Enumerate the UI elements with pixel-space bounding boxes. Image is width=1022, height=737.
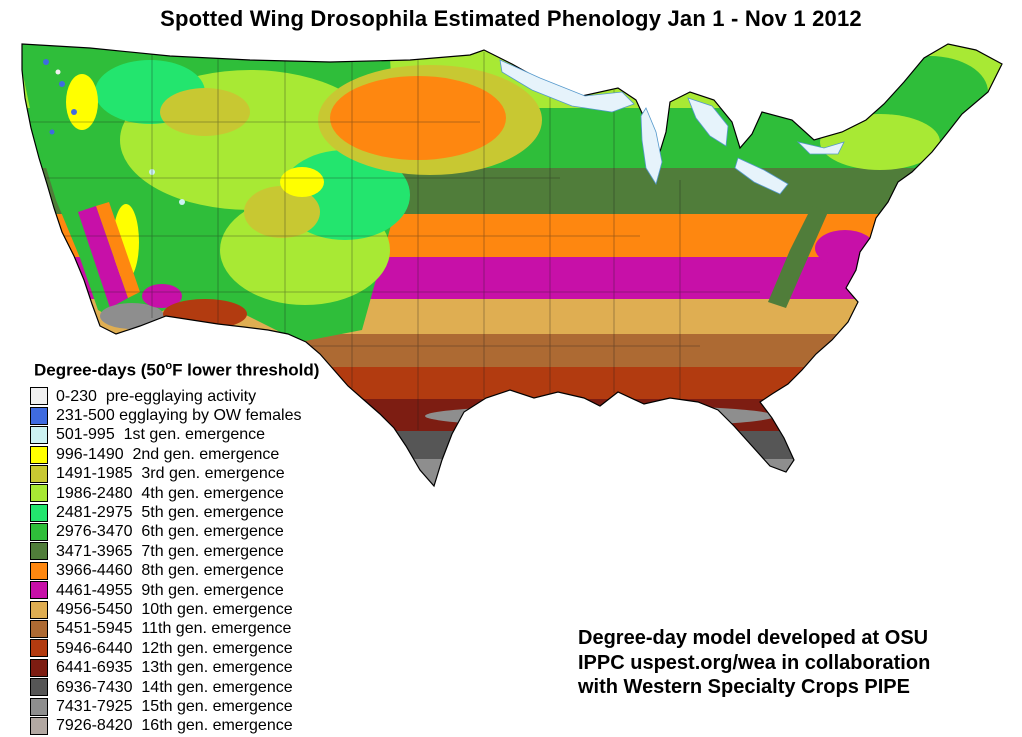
legend-label: 3966-4460 8th gen. emergence	[56, 562, 284, 580]
legend-item: 6441-6935 13th gen. emergence	[30, 658, 319, 677]
legend-item: 5451-5945 11th gen. emergence	[30, 619, 319, 639]
california-magenta-streak	[78, 206, 128, 308]
rockies-yellow-patch	[280, 167, 324, 197]
chesapeake-magenta-patch	[815, 230, 875, 266]
legend-item: 2481-2975 5th gen. emergence	[30, 503, 319, 522]
legend-swatch	[30, 620, 48, 639]
legend-label: 7431-7925 15th gen. emergence	[56, 697, 293, 715]
great-lakes	[499, 59, 845, 195]
west-olive-patch	[160, 88, 250, 136]
lake-michigan-icon	[640, 107, 663, 185]
pnw-blue-speckle	[59, 81, 65, 87]
legend-swatch	[30, 658, 48, 677]
legend-swatch	[30, 600, 48, 619]
legend-heading-prefix: Degree-days (50	[34, 360, 166, 380]
pnw-blue-speckle	[71, 109, 77, 115]
legend-swatch	[30, 387, 48, 406]
legend-swatch	[30, 581, 48, 600]
legend-label: 4956-5450 10th gen. emergence	[56, 600, 293, 618]
legend-item: 6936-7430 14th gen. emergence	[30, 678, 319, 697]
legend-label: 7926-8420 16th gen. emergence	[56, 717, 293, 735]
credit-line: IPPC uspest.org/wea in collaboration	[578, 651, 931, 674]
legend-swatch	[30, 464, 48, 483]
california-orange-streak	[96, 202, 140, 298]
legend-item: 4956-5450 10th gen. emergence	[30, 600, 319, 619]
nevada-cyan-speckle	[149, 169, 155, 175]
rockies-yellow-patch	[66, 74, 98, 130]
legend-swatch	[30, 426, 48, 445]
legend-item: 996-1490 2nd gen. emergence	[30, 445, 319, 464]
lake-ontario-icon	[796, 141, 845, 155]
legend-swatch	[30, 678, 48, 697]
legend-items: 0-230 pre-egglaying activity 231-500 eggl…	[30, 387, 319, 736]
legend-item: 3471-3965 7th gen. emergence	[30, 542, 319, 561]
legend-label: 6441-6935 13th gen. emergence	[56, 659, 293, 677]
degree-symbol: o	[165, 360, 173, 372]
legend-label: 1986-2480 4th gen. emergence	[56, 484, 284, 502]
pnw-blue-speckle	[49, 129, 55, 135]
legend-item: 7926-8420 16th gen. emergence	[30, 716, 319, 735]
credit-line: with Western Specialty Crops PIPE	[578, 676, 910, 698]
legend-label: 2976-3470 6th gen. emergence	[56, 523, 284, 541]
legend-item: 2976-3470 6th gen. emergence	[30, 522, 319, 542]
legend-label: 6936-7430 14th gen. emergence	[56, 678, 293, 696]
credit-text: Degree-day model developed at OSU IPPC u…	[578, 626, 930, 700]
nevada-cyan-speckle	[179, 199, 185, 205]
legend-item: 7431-7925 15th gen. emergence	[30, 697, 319, 716]
legend-label: 0-230 pre-egglaying activity	[56, 387, 257, 405]
legend-item: 4461-4955 9th gen. emergence	[30, 581, 319, 600]
legend: Degree-days (50oF lower threshold) 0-230…	[30, 360, 319, 736]
legend-item: 1491-1985 3rd gen. emergence	[30, 464, 319, 483]
legend-label: 5451-5945 11th gen. emergence	[56, 620, 292, 638]
legend-label: 5946-6440 12th gen. emergence	[56, 639, 293, 657]
legend-item: 1986-2480 4th gen. emergence	[30, 484, 319, 503]
legend-swatch	[30, 406, 48, 425]
gulfcoast-gray-strip	[425, 405, 775, 427]
appalachian-darkgreen-tongue	[768, 206, 828, 308]
pnw-white-speckle	[55, 69, 61, 75]
legend-swatch	[30, 445, 48, 464]
arizona-magenta-patch	[142, 284, 182, 308]
legend-label: 3471-3965 7th gen. emergence	[56, 542, 284, 560]
legend-item: 0-230 pre-egglaying activity	[30, 387, 319, 406]
pnw-blue-speckle	[43, 59, 49, 65]
legend-heading: Degree-days (50oF lower threshold)	[34, 360, 319, 381]
legend-item: 3966-4460 8th gen. emergence	[30, 561, 319, 580]
legend-label: 1491-1985 3rd gen. emergence	[56, 465, 285, 483]
west-olive-patch	[244, 186, 320, 238]
page-title: Spotted Wing Drosophila Estimated Phenol…	[160, 6, 862, 31]
legend-label: 4461-4955 9th gen. emergence	[56, 581, 284, 599]
legend-swatch	[30, 639, 48, 658]
legend-swatch	[30, 697, 48, 716]
legend-heading-suffix: F lower threshold)	[172, 360, 320, 380]
legend-label: 2481-2975 5th gen. emergence	[56, 504, 284, 521]
legend-label: 231-500 egglaying by OW females	[56, 407, 302, 425]
legend-swatch	[30, 561, 48, 580]
legend-item: 501-995 1st gen. emergence	[30, 425, 319, 445]
legend-swatch	[30, 542, 48, 561]
credit-line: Degree-day model developed at OSU	[578, 627, 929, 649]
legend-item: 231-500 egglaying by OW females	[30, 406, 319, 425]
arizona-rust-patch	[163, 299, 247, 329]
legend-swatch	[30, 523, 48, 542]
lake-huron-icon	[687, 97, 729, 147]
legend-label: 996-1490 2nd gen. emergence	[56, 445, 280, 463]
legend-label: 501-995 1st gen. emergence	[56, 426, 266, 444]
legend-swatch	[30, 503, 48, 522]
legend-swatch	[30, 716, 48, 735]
plains-orange-patch	[330, 76, 506, 160]
lake-erie-icon	[734, 157, 789, 195]
legend-swatch	[30, 484, 48, 503]
legend-item: 5946-6440 12th gen. emergence	[30, 639, 319, 658]
lake-superior-icon	[499, 59, 635, 113]
